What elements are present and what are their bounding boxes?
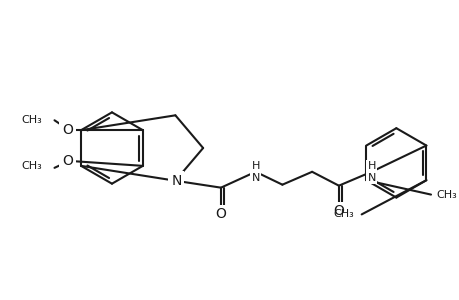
Text: N: N [171,174,181,188]
Text: H
N: H N [251,161,259,183]
Text: O: O [333,204,344,218]
Text: H
N: H N [367,161,375,183]
Text: CH₃: CH₃ [332,209,353,219]
Text: O: O [62,154,73,168]
Text: O: O [215,207,226,221]
Text: CH₃: CH₃ [22,161,43,171]
Text: CH₃: CH₃ [22,115,43,125]
Text: CH₃: CH₃ [435,190,456,200]
Text: O: O [62,123,73,137]
